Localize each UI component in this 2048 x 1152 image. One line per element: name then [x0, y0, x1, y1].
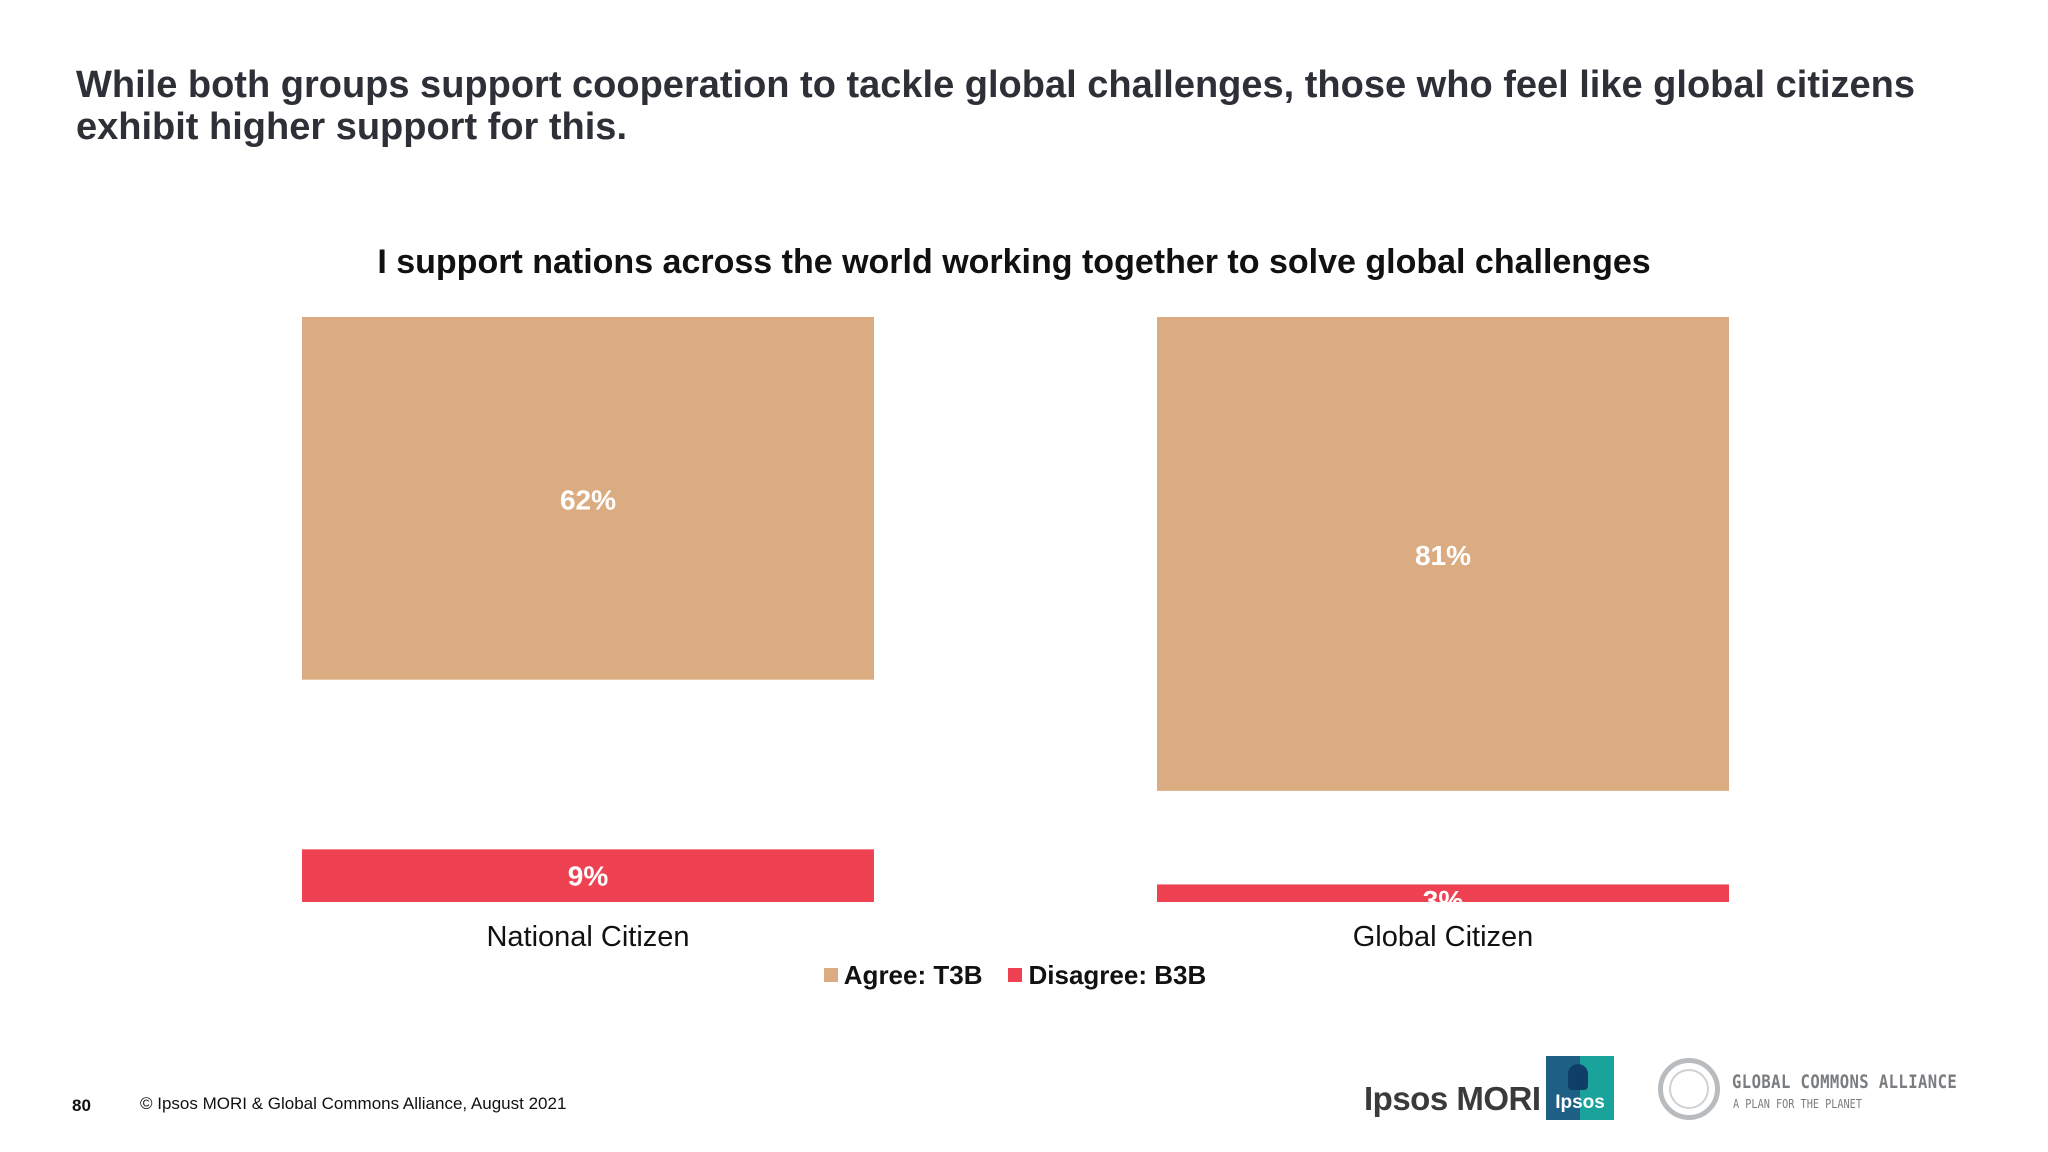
- legend-item-agree: Agree: T3B: [823, 959, 983, 991]
- category-label-1: Global Citizen: [1353, 921, 1534, 953]
- bar-disagree-0: [302, 849, 874, 902]
- global-commons-alliance-ring-icon: [1658, 1058, 1720, 1120]
- bar-agree-1: [1157, 317, 1729, 791]
- category-label-0: National Citizen: [486, 921, 689, 953]
- legend-label-agree: Agree: T3B: [843, 959, 983, 990]
- ipsos-logo-text: Ipsos: [1555, 1092, 1605, 1113]
- chart-title: I support nations across the world worki…: [377, 243, 1651, 281]
- data-label-disagree-0: 9%: [568, 861, 609, 892]
- legend-swatch-agree: [823, 968, 838, 982]
- gca-logo-name: GLOBAL COMMONS ALLIANCE: [1732, 1071, 1958, 1093]
- data-label-disagree-1: 3%: [1423, 885, 1464, 916]
- legend-label-disagree: Disagree: B3B: [1028, 959, 1207, 990]
- ipsos-logo-icon: Ipsos: [1546, 1056, 1614, 1120]
- legend-swatch-disagree: [1008, 968, 1023, 982]
- page-number: 80: [72, 1096, 91, 1115]
- copyright-notice: © Ipsos MORI & Global Commons Alliance, …: [140, 1094, 567, 1113]
- chart-legend: Agree: T3B Disagree: B3B: [0, 958, 2048, 991]
- data-label-agree-0: 62%: [560, 484, 616, 515]
- bar-agree-0: [302, 317, 874, 680]
- gca-logo-tagline: A PLAN FOR THE PLANET: [1733, 1097, 1862, 1111]
- bar-disagree-1: [1157, 884, 1729, 902]
- ipsos-mori-logo: Ipsos MORI: [1364, 1080, 1541, 1117]
- data-label-agree-1: 81%: [1415, 540, 1471, 571]
- page-headline: While both groups support cooperation to…: [76, 64, 1916, 148]
- legend-item-disagree: Disagree: B3B: [1008, 960, 1206, 991]
